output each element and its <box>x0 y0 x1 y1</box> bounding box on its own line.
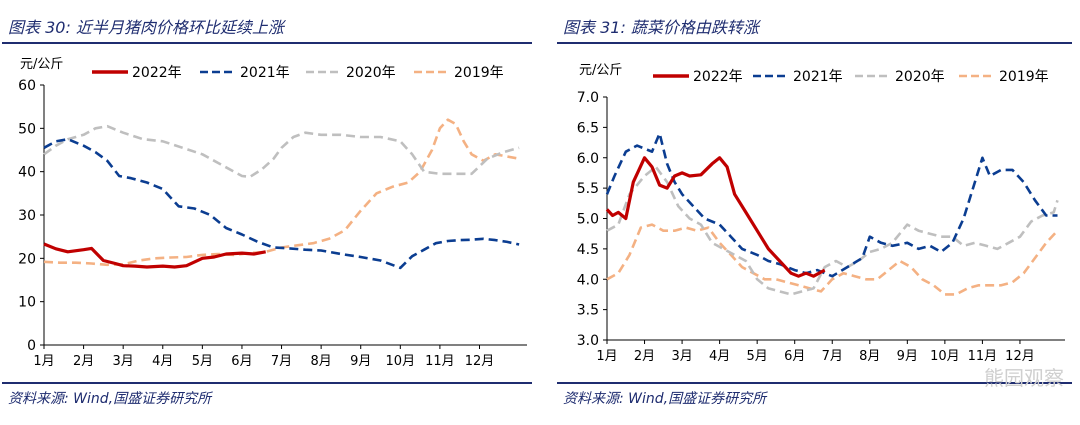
series-line-2020年 <box>606 165 1059 296</box>
y-tick-label: 3.5 <box>577 303 599 319</box>
y-tick-label: 3.0 <box>577 333 599 349</box>
y-tick-label: 5.0 <box>577 212 599 228</box>
series-line-2022年 <box>605 156 826 278</box>
pork-figure-title: 图表 30: 近半月猪肉价格环比延续上涨 <box>8 18 284 37</box>
y-axis-unit-label: 元/公斤 <box>20 57 63 72</box>
y-tick-label: 50 <box>18 121 36 137</box>
y-tick-label: 6.5 <box>577 120 599 136</box>
x-tick-label: 6月 <box>231 354 252 369</box>
series-line-2019年 <box>606 223 1059 296</box>
y-tick-label: 10 <box>18 295 36 311</box>
title-rule <box>557 42 1072 44</box>
x-tick-label: 3月 <box>671 349 692 364</box>
y-tick-label: 60 <box>18 78 36 94</box>
x-tick-label: 2月 <box>634 349 655 364</box>
x-tick-label: 2月 <box>73 354 94 369</box>
x-tick-label: 8月 <box>859 349 880 364</box>
x-tick-label: 8月 <box>310 354 331 369</box>
x-tick-label: 7月 <box>271 354 292 369</box>
x-tick-label: 12月 <box>465 354 495 369</box>
legend-label-2020年: 2020年 <box>346 65 396 81</box>
series-line-2022年 <box>43 242 266 269</box>
x-tick-label: 9月 <box>350 354 371 369</box>
x-tick-label: 10月 <box>930 349 960 364</box>
legend-label-2021年: 2021年 <box>240 65 290 81</box>
pork-price-chart: 元/公斤 0 10 20 30 40 50 60 1月 2月 3月 4月 5月 6月 7月 8月 9月 10月 11… <box>18 57 527 369</box>
series-line-2020年 <box>43 124 520 179</box>
y-tick-label: 6.0 <box>577 151 599 167</box>
x-tick-label: 4月 <box>709 349 730 364</box>
x-tick-label: 9月 <box>897 349 918 364</box>
legend-label-2019年: 2019年 <box>454 65 504 81</box>
source-rule <box>557 382 1072 384</box>
pork-panel: 图表 30: 近半月猪肉价格环比延续上涨 元/公斤 0 10 20 30 40 50 60 1月… <box>2 18 532 407</box>
y-axis-unit-label: 元/公斤 <box>579 63 622 78</box>
vegetable-figure-title: 图表 31: 蔬菜价格由跌转涨 <box>563 18 759 37</box>
y-tick-label: 20 <box>18 251 36 267</box>
wechat-watermark: 熊园观察 <box>984 366 1064 390</box>
series-line-2021年 <box>605 132 1058 278</box>
y-tick-label: 4.0 <box>577 272 599 288</box>
x-tick-label: 1月 <box>596 349 617 364</box>
x-tick-label: 11月 <box>425 354 455 369</box>
legend-label-2022年: 2022年 <box>693 69 743 85</box>
legend-label-2019年: 2019年 <box>999 69 1049 85</box>
source-rule <box>2 382 532 384</box>
legend-label-2021年: 2021年 <box>793 69 843 85</box>
x-tick-label: 6月 <box>784 349 805 364</box>
y-tick-label: 30 <box>18 208 36 224</box>
vegetable-panel: 图表 31: 蔬菜价格由跌转涨 元/公斤 3.0 3.5 4.0 4.5 5.0 5.5 6.… <box>555 0 1080 425</box>
legend-label-2022年: 2022年 <box>132 65 182 81</box>
title-rule <box>2 42 532 44</box>
y-tick-label: 5.5 <box>577 181 599 197</box>
series-line-2019年 <box>43 118 520 267</box>
x-tick-label: 4月 <box>152 354 173 369</box>
series-line-2021年 <box>43 137 520 270</box>
x-tick-label: 11月 <box>968 349 998 364</box>
y-tick-label: 0 <box>27 338 36 354</box>
legend-label-2020年: 2020年 <box>895 69 945 85</box>
vegetable-price-chart: 元/公斤 3.0 3.5 4.0 4.5 5.0 5.5 6.0 6.5 7.0 1月 2月 3月 4月 5… <box>577 63 1065 364</box>
x-tick-label: 10月 <box>386 354 416 369</box>
x-tick-label: 12月 <box>1005 349 1035 364</box>
x-tick-label: 5月 <box>192 354 213 369</box>
pork-source-note: 资料来源: Wind,国盛证券研究所 <box>8 391 212 407</box>
y-tick-label: 7.0 <box>577 90 599 106</box>
vegetable-source-note: 资料来源: Wind,国盛证券研究所 <box>563 391 767 407</box>
y-tick-label: 40 <box>18 165 36 181</box>
x-tick-label: 7月 <box>822 349 843 364</box>
x-tick-label: 1月 <box>33 354 54 369</box>
y-tick-label: 4.5 <box>577 242 599 258</box>
x-tick-label: 5月 <box>747 349 768 364</box>
x-tick-label: 3月 <box>113 354 134 369</box>
